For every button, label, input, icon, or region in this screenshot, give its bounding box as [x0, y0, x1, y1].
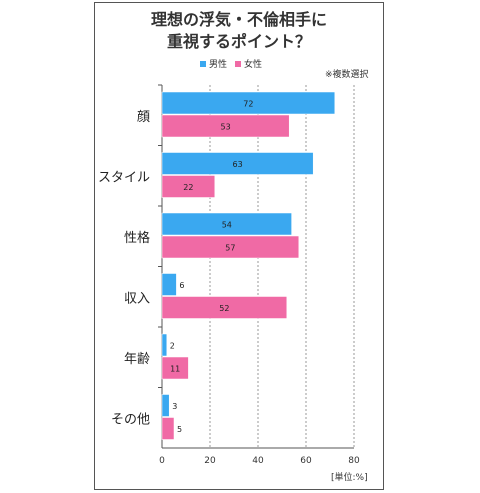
bar-female-5: [161, 417, 175, 440]
data-label-male-0: 72: [243, 100, 253, 109]
category-label-4: 年齢: [124, 352, 150, 367]
x-tick-label-40: 40: [252, 456, 264, 466]
category-label-2: 性格: [124, 230, 150, 246]
chart-title-line-1: 理想の浮気・不倫相手に: [150, 10, 327, 29]
data-label-male-2: 54: [222, 221, 232, 230]
legend-item-female: 女性: [235, 57, 262, 70]
bar-male-5: [161, 394, 170, 417]
legend-item-male: 男性: [200, 57, 227, 70]
data-label-female-2: 57: [225, 244, 235, 253]
data-label-female-3: 52: [219, 304, 229, 313]
multiple-choice-note: ※複数選択: [325, 70, 369, 80]
unit-label: [単位:%]: [331, 473, 368, 483]
category-label-0: 顔: [137, 110, 150, 125]
data-label-female-4: 11: [170, 365, 180, 374]
data-label-male-3: 6: [179, 281, 184, 290]
bar-female-4: [161, 356, 189, 380]
category-label-1: スタイル: [98, 171, 150, 186]
legend-swatch-female: [235, 60, 242, 67]
data-label-male-5: 3: [172, 402, 177, 411]
data-label-female-1: 22: [183, 183, 193, 192]
legend-label-male: 男性: [209, 60, 228, 70]
bar-male-0: [161, 91, 336, 115]
bar-male-4: [161, 333, 168, 357]
x-tick-label-20: 20: [204, 456, 216, 466]
bar-female-1: [161, 175, 216, 198]
data-label-female-5: 5: [177, 425, 182, 434]
data-label-female-0: 53: [221, 123, 231, 132]
bar-male-3: [161, 273, 177, 296]
bar-female-0: [161, 114, 290, 138]
bar-male-2: [161, 212, 292, 236]
data-label-male-1: 63: [233, 160, 243, 169]
chart-title-line-2: 重視するポイント？: [166, 32, 311, 51]
bar-female-2: [161, 235, 300, 259]
data-label-male-4: 2: [170, 342, 175, 351]
bar-male-1: [161, 152, 314, 175]
legend-label-female: 女性: [244, 60, 263, 70]
x-tick-label-60: 60: [300, 456, 312, 466]
x-tick-label-0: 0: [159, 456, 165, 466]
legend-swatch-male: [200, 60, 206, 67]
category-label-3: 収入: [124, 292, 150, 307]
bar-female-3: [161, 296, 288, 319]
legend: 男性 女性: [200, 57, 262, 70]
category-label-5: その他: [111, 413, 150, 428]
x-tick-label-80: 80: [348, 456, 360, 466]
